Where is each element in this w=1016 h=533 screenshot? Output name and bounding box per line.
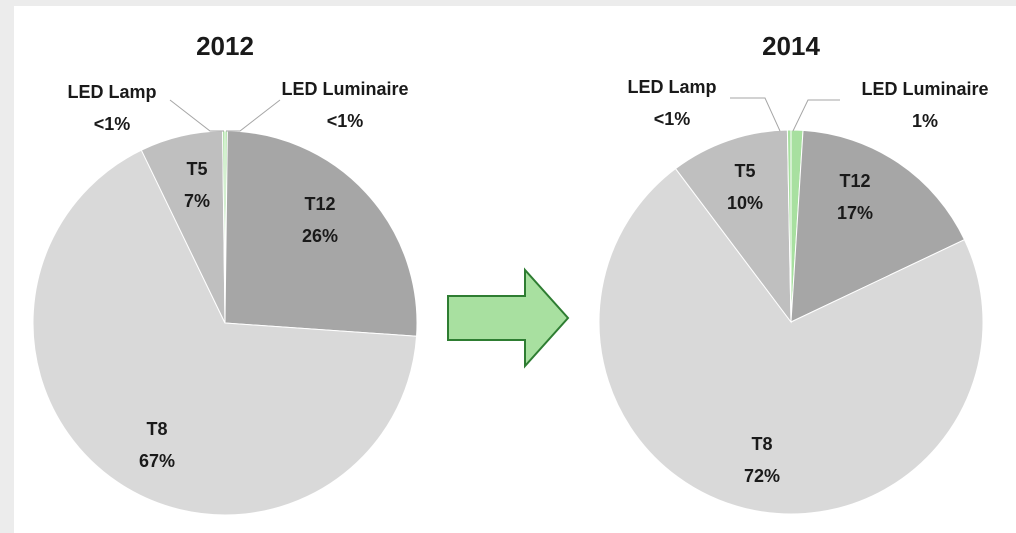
slice-value: <1% bbox=[654, 109, 691, 129]
pie-slice bbox=[790, 129, 966, 323]
pie-slice bbox=[598, 167, 984, 515]
slice-value: 26% bbox=[302, 226, 338, 246]
chart-title: 2012 bbox=[196, 31, 254, 61]
slice-name: T8 bbox=[146, 419, 167, 439]
slice-name: LED Luminaire bbox=[281, 79, 408, 99]
pie-slice bbox=[224, 130, 418, 337]
slice-value: 10% bbox=[727, 193, 763, 213]
leader-line bbox=[169, 99, 224, 132]
slice-value: 1% bbox=[912, 111, 938, 131]
slice-name: LED Lamp bbox=[627, 77, 716, 97]
slice-name: LED Lamp bbox=[67, 82, 156, 102]
slice-name: T5 bbox=[734, 161, 755, 181]
slice-value: 67% bbox=[139, 451, 175, 471]
pie-slice bbox=[786, 129, 792, 323]
leader-line bbox=[226, 99, 281, 132]
leader-line bbox=[730, 97, 781, 132]
slice-value: <1% bbox=[94, 114, 131, 134]
slice-name: T12 bbox=[304, 194, 335, 214]
arrow bbox=[447, 267, 570, 369]
slice-value: <1% bbox=[327, 111, 364, 131]
pie-slice bbox=[674, 129, 792, 324]
slice-name: T12 bbox=[839, 171, 870, 191]
slice-value: 72% bbox=[744, 466, 780, 486]
chart-title: 2014 bbox=[762, 31, 820, 61]
slice-value: 17% bbox=[837, 203, 873, 223]
pie-slice bbox=[32, 149, 418, 516]
slice-name: LED Luminaire bbox=[861, 79, 988, 99]
slice-value: 7% bbox=[184, 191, 210, 211]
slice-name: T8 bbox=[751, 434, 772, 454]
leader-line bbox=[792, 99, 840, 132]
slice-name: T5 bbox=[186, 159, 207, 179]
